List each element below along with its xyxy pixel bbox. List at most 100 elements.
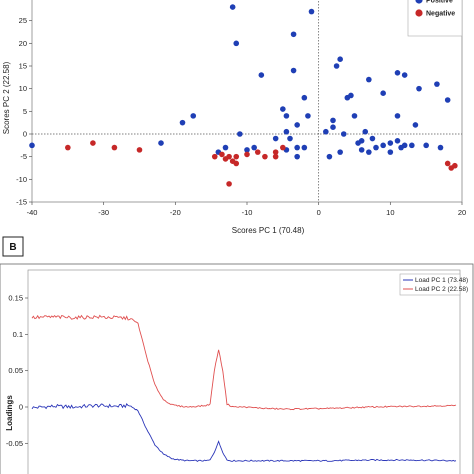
scatter-x-axis-label: Scores PC 1 (70.48) [232,226,305,235]
point-positive [394,113,401,119]
point-positive [401,142,408,149]
point-positive [280,106,286,112]
point-negative [226,153,232,160]
point-positive [409,142,415,149]
y-tick-label: 0.05 [8,366,23,375]
point-positive [330,117,336,124]
panel-label-b-text: B [9,242,16,253]
point-negative [233,160,240,167]
point-positive [373,144,379,151]
y-tick-label: 5 [23,107,27,116]
scatter-plot-frame [31,0,463,203]
point-positive [283,113,290,119]
point-negative [272,149,279,155]
x-tick-label: -30 [98,208,109,217]
scatter-reference-lines [32,0,462,202]
legend-box [399,273,461,296]
loadings-lines [31,314,457,462]
point-positive [283,128,290,135]
y-tick-label: -15 [16,198,27,207]
point-negative [254,149,261,155]
point-positive [412,122,419,128]
point-positive [366,149,372,155]
point-negative [65,144,71,151]
legend-marker-negative [415,9,423,17]
point-positive [301,94,308,101]
legend-label-negative: Negative [426,11,455,18]
scatter-plot: -40 -30 -20 -10 0 10 20 25 20 15 10 5 0 -5 -10 -15 Scor… [2,0,466,235]
y-tick-label: 15 [19,62,27,71]
panel-label-b-box [2,236,24,257]
point-positive [369,135,376,142]
point-positive [233,40,240,47]
point-positive [401,72,408,78]
point-positive [387,140,394,146]
point-positive [287,135,293,142]
scatter-points [29,4,458,187]
point-positive [305,113,311,119]
point-negative [280,144,286,151]
series-line-2 [31,314,457,411]
point-positive [358,138,365,144]
point-positive [416,85,422,92]
point-negative [111,144,118,151]
point-positive [323,128,329,135]
point-negative [136,147,143,153]
point-positive [387,149,394,155]
point-positive [251,144,257,151]
point-positive [333,63,340,69]
point-positive [394,70,401,76]
point-positive [434,81,440,87]
scatter-y-axis-label: Scores PC 2 (22.58) [2,61,11,134]
point-positive [394,138,401,144]
point-negative [233,153,240,160]
point-positive [301,144,308,151]
point-positive [337,56,343,62]
scatter-axes-ticks: -40 -30 -20 -10 0 10 20 25 20 15 10 5 0 -5 -10 -15 [16,16,466,217]
x-tick-label: 20 [458,208,466,217]
point-positive [423,142,429,149]
loadings-y-axis-label: Loadings [5,395,14,431]
legend-label-1: Load PC 1 (73.48) [415,277,468,284]
point-positive [308,8,315,15]
y-tick-label: -5 [20,152,27,161]
point-positive [437,144,444,151]
y-tick-label: 25 [19,16,27,25]
y-tick-label: 20 [19,39,27,48]
y-tick-label: -10 [16,175,27,184]
point-positive [351,113,358,119]
point-positive [294,122,300,128]
point-positive [380,142,386,149]
point-positive [179,119,186,126]
point-negative [226,181,232,187]
y-tick-label: 0 [19,403,23,412]
loadings-legend: Load PC 1 (73.48) Load PC 2 (22.58) [399,273,468,296]
x-tick-label: 0 [317,208,321,217]
point-negative [211,153,218,160]
point-positive [244,147,250,153]
x-tick-label: -10 [242,208,253,217]
x-tick-label: -40 [27,208,38,217]
point-positive [366,76,372,83]
legend-box [407,0,463,37]
point-positive [326,153,333,160]
loadings-axes-ticks: 0.15 0.1 0.05 0 -0.05 [6,294,28,448]
point-positive [229,4,236,10]
point-negative [452,162,458,169]
legend-marker-positive [415,0,423,4]
x-tick-label: -20 [170,208,181,217]
point-positive [158,140,164,146]
y-tick-label: -0.05 [6,439,23,448]
point-positive [337,149,343,155]
point-positive [272,135,279,142]
point-negative [262,153,268,160]
panel-label-b: B [2,236,24,257]
point-negative [244,151,250,158]
point-positive [290,31,297,38]
point-positive [222,144,229,151]
point-positive [348,92,354,99]
loadings-plot: 0.15 0.1 0.05 0 -0.05 Loadings Load PC 1 (73… [0,263,474,474]
point-negative [444,160,451,167]
y-tick-label: 0.1 [13,330,23,339]
